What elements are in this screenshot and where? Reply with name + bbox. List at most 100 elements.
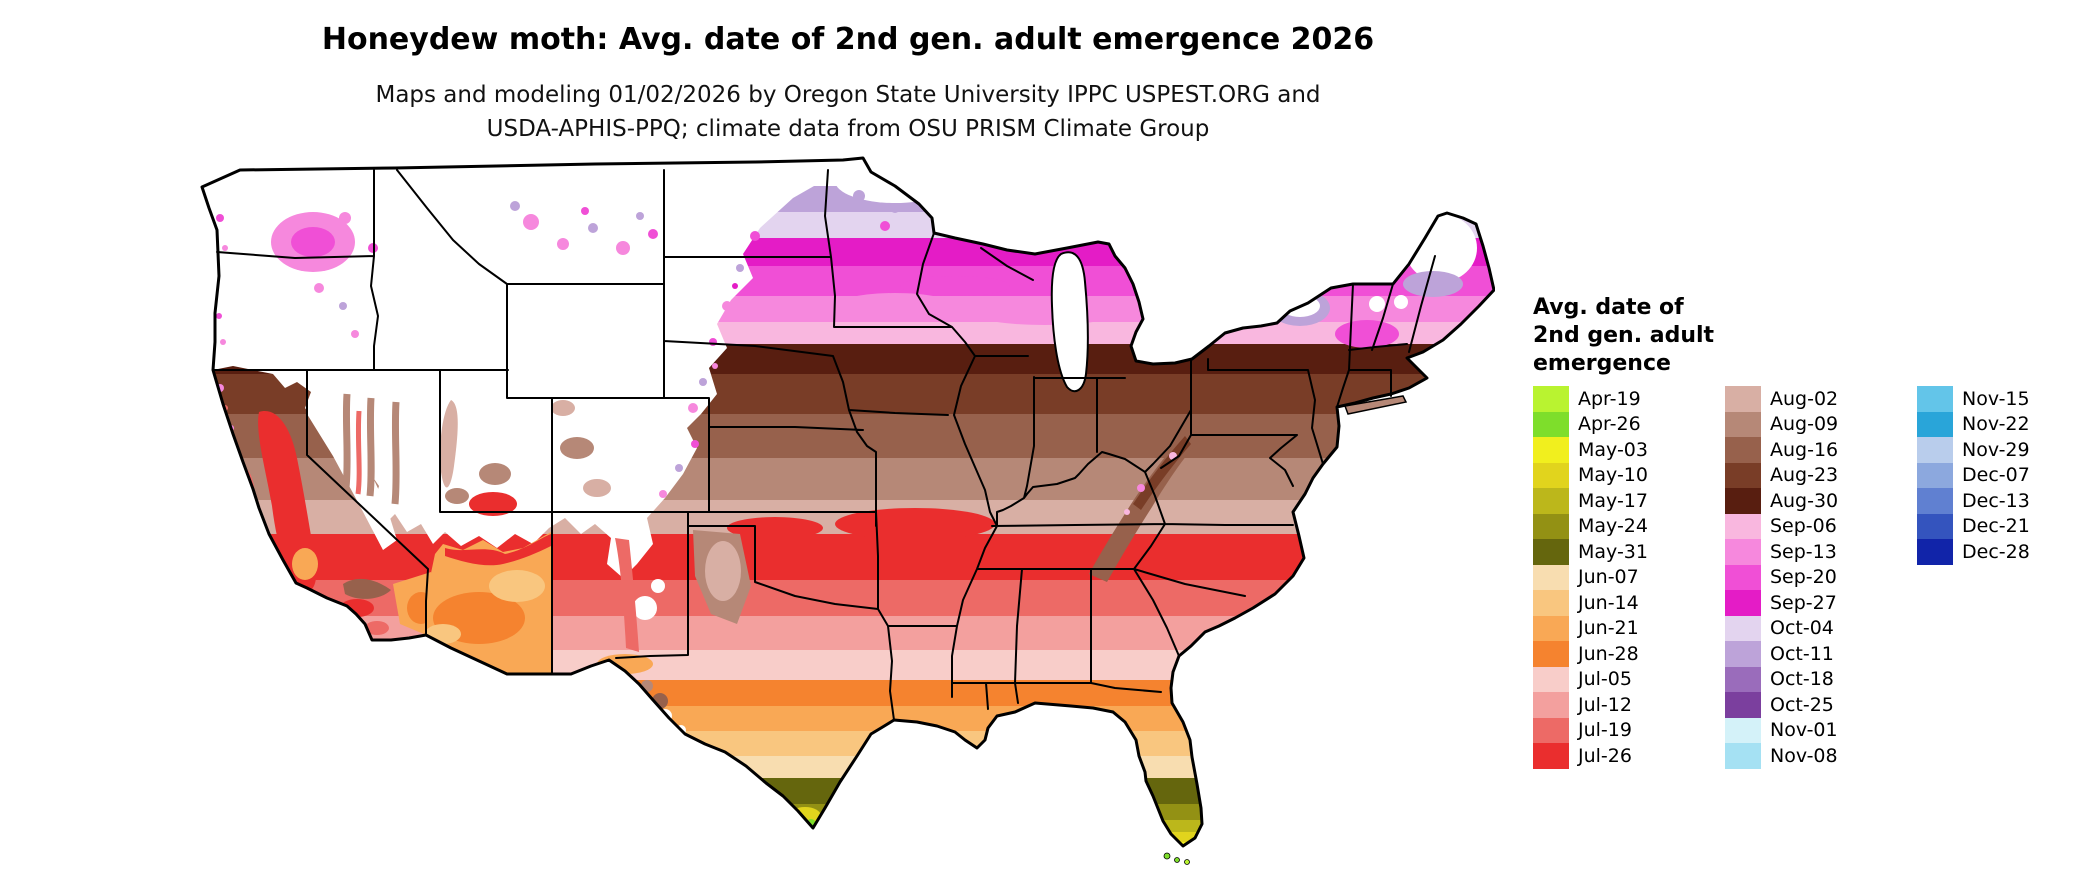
legend-row: May-17 — [1533, 488, 1648, 514]
legend-row: May-10 — [1533, 462, 1648, 488]
legend-swatch — [1533, 590, 1569, 616]
legend-swatch — [1533, 666, 1569, 692]
legend-row: Jun-07 — [1533, 564, 1648, 590]
legend-swatch — [1533, 743, 1569, 769]
legend-row: Aug-09 — [1725, 411, 1838, 437]
legend-swatch — [1533, 641, 1569, 667]
legend-label: Sep-20 — [1770, 566, 1837, 589]
legend-row: Dec-28 — [1917, 539, 2030, 565]
legend-label: Nov-08 — [1770, 744, 1838, 767]
legend-title: Avg. date of 2nd gen. adult emergence — [1533, 294, 2100, 378]
legend-swatch — [1533, 462, 1569, 488]
legend-label: Sep-27 — [1770, 591, 1837, 614]
legend-row: Nov-29 — [1917, 437, 2030, 463]
legend-row: Jul-26 — [1533, 743, 1648, 769]
legend-label: Jun-14 — [1578, 591, 1639, 614]
legend-swatch — [1725, 488, 1761, 514]
map-band — [202, 804, 1494, 820]
legend-label: Oct-18 — [1770, 668, 1834, 691]
legend-title-line-2: 2nd gen. adult — [1533, 323, 1715, 348]
legend-row: Jul-19 — [1533, 717, 1648, 743]
legend-swatch — [1917, 462, 1953, 488]
legend-swatch — [1725, 513, 1761, 539]
legend-swatch — [1533, 411, 1569, 437]
legend-row: Nov-08 — [1725, 743, 1838, 769]
legend-row: Oct-11 — [1725, 641, 1838, 667]
legend-row: Jun-14 — [1533, 590, 1648, 616]
legend-label: Nov-15 — [1962, 387, 2030, 410]
legend-swatch — [1725, 411, 1761, 437]
us-emergence-map — [195, 156, 1495, 882]
legend-label: Aug-23 — [1770, 464, 1839, 487]
long-island — [1343, 395, 1408, 415]
legend-swatch — [1533, 717, 1569, 743]
legend-swatch — [1917, 437, 1953, 463]
map-band — [202, 680, 1494, 706]
map-band — [202, 706, 1494, 731]
legend-swatch — [1533, 488, 1569, 514]
page-title: Honeydew moth: Avg. date of 2nd gen. adu… — [321, 22, 1375, 57]
legend-row: Apr-19 — [1533, 386, 1648, 412]
map-legend: Avg. date of 2nd gen. adult emergence Ap… — [1533, 294, 2100, 769]
legend-swatch — [1725, 564, 1761, 590]
legend-row: Aug-30 — [1725, 488, 1838, 514]
state-borders — [212, 169, 1436, 721]
legend-swatch — [1917, 386, 1953, 412]
legend-title-line-1: Avg. date of — [1533, 295, 1684, 320]
legend-row: Sep-13 — [1725, 539, 1838, 565]
legend-label: Aug-02 — [1770, 387, 1839, 410]
legend-label: Jul-19 — [1578, 719, 1632, 742]
map-band — [195, 850, 1495, 858]
legend-swatch — [1725, 590, 1761, 616]
map-band — [202, 820, 1494, 832]
legend-row: Sep-06 — [1725, 513, 1838, 539]
legend-label: May-17 — [1578, 489, 1648, 512]
legend-swatch — [1725, 743, 1761, 769]
legend-column-1: Apr-19 Apr-26 May-03 May-10 May-17 May-2… — [1533, 386, 1648, 769]
legend-row: Oct-25 — [1725, 692, 1838, 718]
legend-row: Aug-16 — [1725, 437, 1838, 463]
map-band — [202, 650, 1494, 680]
map-band — [202, 731, 1494, 756]
legend-swatch — [1533, 513, 1569, 539]
legend-row: Jun-21 — [1533, 615, 1648, 641]
legend-label: Apr-26 — [1578, 413, 1641, 436]
legend-swatch — [1725, 539, 1761, 565]
legend-swatch — [1533, 386, 1569, 412]
legend-swatch — [1725, 717, 1761, 743]
legend-label: Jun-21 — [1578, 617, 1639, 640]
map-northeast-patches — [1270, 214, 1477, 348]
legend-label: Dec-07 — [1962, 464, 2030, 487]
legend-label: Jul-12 — [1578, 693, 1632, 716]
legend-swatch — [1917, 513, 1953, 539]
legend-label: Oct-25 — [1770, 693, 1834, 716]
legend-label: Jun-07 — [1578, 566, 1639, 589]
legend-row: Sep-20 — [1725, 564, 1838, 590]
legend-column-3: Nov-15 Nov-22 Nov-29 Dec-07 Dec-13 Dec-2… — [1917, 386, 2030, 565]
legend-row: Dec-21 — [1917, 513, 2030, 539]
legend-label: Nov-22 — [1962, 413, 2030, 436]
legend-row: May-24 — [1533, 513, 1648, 539]
map-band — [202, 778, 1494, 804]
florida-keys — [1163, 852, 1190, 865]
legend-row: Sep-27 — [1725, 590, 1838, 616]
legend-label: Aug-30 — [1770, 489, 1839, 512]
legend-label: Dec-28 — [1962, 540, 2030, 563]
legend-swatch — [1725, 437, 1761, 463]
legend-label: Sep-06 — [1770, 515, 1837, 538]
legend-swatch — [1725, 692, 1761, 718]
legend-swatch — [1725, 666, 1761, 692]
legend-label: Dec-21 — [1962, 515, 2030, 538]
legend-row: May-31 — [1533, 539, 1648, 565]
legend-swatch — [1725, 641, 1761, 667]
legend-swatch — [1533, 615, 1569, 641]
map-band — [202, 616, 1494, 650]
map-band — [195, 858, 1495, 882]
map-band — [202, 842, 1494, 846]
legend-row: Oct-04 — [1725, 615, 1838, 641]
legend-label: Jun-28 — [1578, 642, 1639, 665]
legend-row: Dec-13 — [1917, 488, 2030, 514]
legend-column-2: Aug-02 Aug-09 Aug-16 Aug-23 Aug-30 Sep-0… — [1725, 386, 1838, 769]
legend-swatch — [1917, 539, 1953, 565]
